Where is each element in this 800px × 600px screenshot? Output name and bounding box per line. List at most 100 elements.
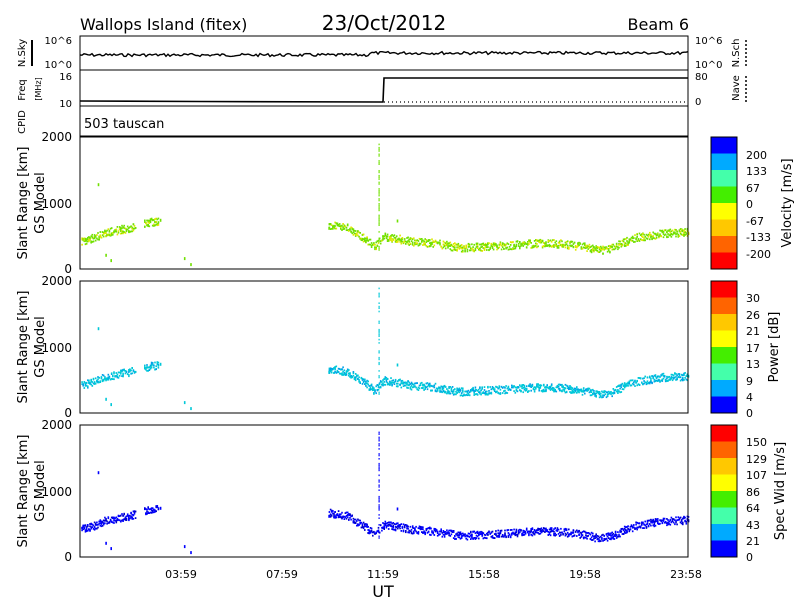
echo-point bbox=[408, 384, 410, 386]
echo-point bbox=[507, 536, 510, 538]
echo-point bbox=[408, 529, 410, 532]
echo-point bbox=[602, 391, 604, 394]
echo-point bbox=[113, 522, 115, 524]
echo-point bbox=[548, 240, 551, 242]
power-y-tick-1000: 1000 bbox=[41, 341, 72, 355]
echo-point bbox=[350, 226, 352, 229]
echo-point bbox=[82, 384, 84, 387]
echo-point bbox=[579, 537, 581, 539]
echo-point bbox=[643, 239, 645, 242]
echo-point bbox=[449, 244, 452, 246]
echo-point bbox=[393, 528, 396, 531]
echo-point bbox=[411, 525, 414, 528]
echo-point bbox=[541, 530, 544, 532]
echo-point bbox=[613, 535, 616, 537]
echo-point bbox=[684, 519, 686, 522]
echo-point bbox=[431, 531, 433, 534]
echo-point bbox=[358, 380, 360, 383]
echo-point bbox=[672, 232, 675, 235]
echo-point bbox=[91, 236, 94, 238]
echo-point bbox=[547, 531, 550, 533]
echo-point bbox=[566, 535, 569, 538]
echo-point bbox=[615, 245, 618, 248]
echo-point bbox=[471, 388, 473, 390]
echo-point bbox=[335, 516, 338, 518]
echo-point bbox=[677, 234, 680, 237]
echo-point bbox=[398, 379, 400, 381]
echo-point bbox=[511, 529, 513, 531]
echo-point bbox=[554, 244, 556, 247]
echo-point bbox=[540, 527, 543, 530]
echo-point bbox=[153, 366, 155, 369]
echo-point bbox=[335, 365, 338, 368]
echo-point bbox=[532, 531, 535, 533]
echo-point bbox=[571, 389, 574, 392]
echo-point bbox=[635, 527, 637, 530]
echo-point bbox=[548, 387, 551, 390]
echo-point bbox=[406, 383, 408, 385]
echo-point bbox=[414, 385, 416, 388]
echo-point bbox=[597, 540, 600, 543]
echo-point bbox=[493, 388, 496, 391]
echo-point bbox=[100, 376, 103, 378]
echo-point bbox=[498, 386, 501, 389]
echo-point bbox=[151, 219, 154, 221]
echo-point bbox=[569, 391, 571, 393]
echo-point bbox=[545, 244, 547, 247]
echo-point bbox=[417, 531, 420, 533]
echo-point bbox=[486, 393, 488, 395]
echo-point bbox=[84, 382, 87, 384]
echo-point bbox=[528, 534, 530, 537]
echo-point bbox=[131, 227, 133, 230]
power-cb-tick-8: 0 bbox=[746, 407, 753, 420]
echo-point bbox=[623, 238, 626, 241]
echo-point bbox=[622, 384, 625, 387]
echo-point bbox=[132, 223, 135, 225]
echo-point bbox=[538, 389, 540, 392]
echo-point bbox=[414, 241, 416, 244]
echo-point bbox=[344, 372, 347, 375]
echo-point bbox=[584, 244, 586, 246]
echo-point bbox=[455, 249, 457, 251]
echo-point bbox=[415, 243, 417, 246]
echo-spike bbox=[378, 217, 380, 220]
echo-point bbox=[512, 241, 514, 243]
echo-point bbox=[588, 387, 591, 390]
echo-point bbox=[104, 378, 106, 380]
echo-point bbox=[434, 528, 437, 530]
echo-point bbox=[649, 375, 651, 378]
echo-point bbox=[580, 533, 583, 536]
echo-point bbox=[105, 519, 107, 522]
echo-point bbox=[376, 244, 379, 247]
echo-point bbox=[554, 241, 556, 244]
echo-point bbox=[374, 389, 376, 392]
echo-point bbox=[594, 395, 596, 397]
echo-point bbox=[487, 246, 489, 248]
echo-point bbox=[592, 393, 594, 396]
echo-point bbox=[536, 243, 538, 245]
echo-point bbox=[627, 381, 629, 384]
echo-point bbox=[390, 521, 392, 524]
echo-point bbox=[429, 384, 431, 387]
echo-point bbox=[600, 250, 602, 252]
echo-point bbox=[679, 228, 682, 230]
echo-point bbox=[476, 246, 479, 248]
echo-point bbox=[151, 507, 154, 510]
echo-point bbox=[148, 512, 151, 514]
echo-point bbox=[433, 244, 436, 247]
echo-point bbox=[349, 513, 351, 516]
echo-point bbox=[651, 238, 653, 240]
echo-point bbox=[578, 533, 580, 536]
echo-point bbox=[88, 528, 90, 531]
echo-point bbox=[471, 389, 473, 392]
echo-spike bbox=[378, 358, 380, 361]
echo-spike bbox=[378, 458, 380, 460]
echo-point bbox=[155, 510, 157, 513]
echo-point bbox=[370, 527, 373, 530]
echo-point bbox=[132, 370, 135, 372]
echo-point bbox=[564, 527, 567, 530]
echo-point bbox=[417, 527, 420, 529]
echo-point bbox=[484, 390, 487, 393]
echo-point bbox=[344, 225, 347, 228]
echo-point bbox=[460, 394, 463, 397]
